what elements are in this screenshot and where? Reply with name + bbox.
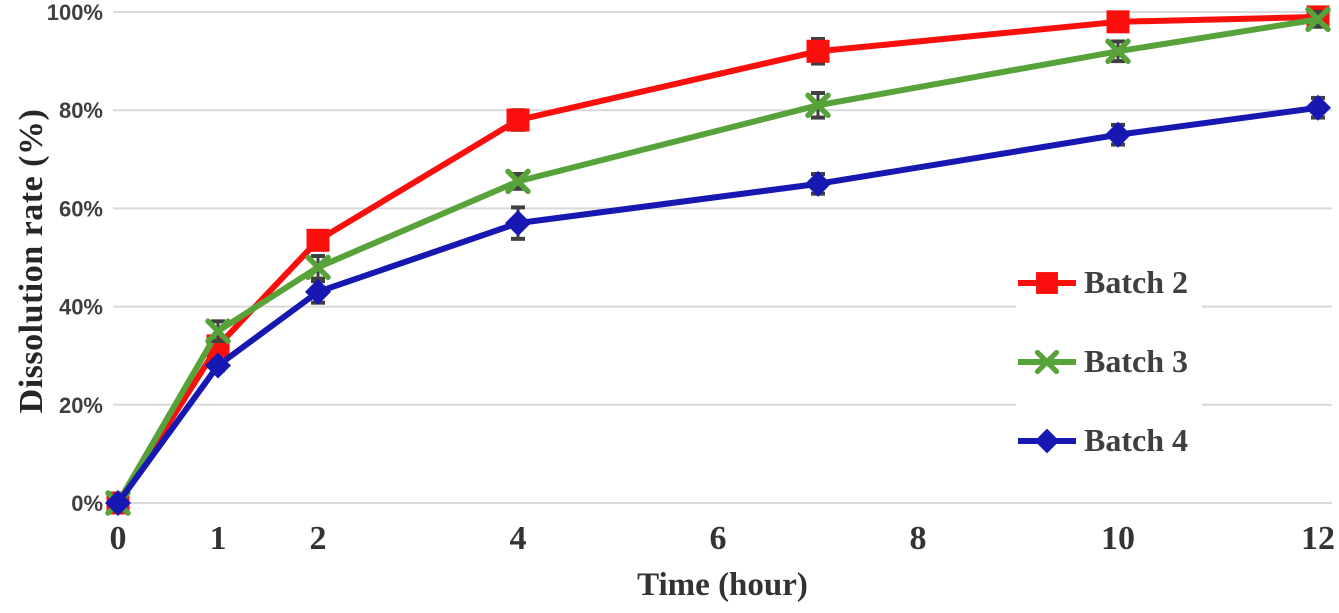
y-tick-label: 100% [47,0,103,25]
x-tick-label: 0 [110,520,127,557]
marker-x-batch-3 [1305,6,1331,33]
batch-3-x-marker-icon [1018,349,1076,374]
legend-label: Batch 4 [1084,422,1188,458]
marker-square-batch-2 [1106,10,1130,34]
marker-diamond-batch-4 [305,278,331,305]
batch-4-diamond-marker-icon [1018,428,1076,453]
legend-item-batch-4: Batch 4 [1016,401,1202,480]
marker-x-batch-3 [805,92,831,119]
marker-square-batch-2 [806,39,830,63]
marker-square-batch-2 [506,108,530,132]
marker-diamond-batch-4 [1034,428,1060,453]
x-tick-label: 4 [510,520,527,557]
y-axis-title: Dissolution rate (%) [13,108,50,414]
x-tick-labels: 0 1 2 4 6 8 10 12 [110,520,1336,557]
x-tick-label: 1 [210,520,227,557]
legend-label: Batch 3 [1084,343,1188,379]
marker-diamond-batch-4 [805,170,831,197]
y-tick-label: 40% [59,295,103,320]
marker-x-batch-3 [1105,38,1131,65]
markers-batch-3 [105,6,1331,516]
x-tick-label: 6 [710,520,727,557]
x-axis-title: Time (hour) [637,567,808,603]
legend-item-batch-3: Batch 3 [1016,322,1202,401]
y-tick-label: 0% [71,491,103,516]
marker-x-batch-3 [205,318,231,344]
series-batch-4 [105,94,1331,516]
y-tick-labels: 0% 20% 40% 60% 80% 100% [47,0,103,516]
x-tick-label: 12 [1301,520,1335,557]
gridlines [113,11,1332,504]
marker-x-batch-3 [505,168,531,195]
legend-item-batch-2: Batch 2 [1016,243,1202,322]
x-tick-label: 8 [910,520,927,557]
marker-diamond-batch-4 [105,490,131,516]
x-tick-label: 2 [310,520,327,557]
marker-diamond-batch-4 [205,352,231,379]
y-tick-label: 60% [59,196,103,221]
marker-diamond-batch-4 [1105,121,1131,148]
legend-label: Batch 2 [1084,264,1188,300]
legend: Batch 2 Batch 3 Batch 4 [1016,243,1202,480]
marker-x-batch-3 [1034,349,1060,374]
markers-batch-4 [105,94,1331,516]
series-batch-3 [105,6,1331,516]
marker-square-batch-2 [1036,271,1058,294]
marker-square-batch-2 [306,228,330,252]
marker-diamond-batch-4 [1305,94,1331,121]
marker-x-batch-3 [305,254,331,281]
x-tick-label: 10 [1101,520,1135,557]
marker-diamond-batch-4 [505,210,531,237]
batch-2-square-marker-icon [1018,271,1076,294]
y-tick-label: 80% [59,98,103,123]
y-tick-label: 20% [59,393,103,418]
